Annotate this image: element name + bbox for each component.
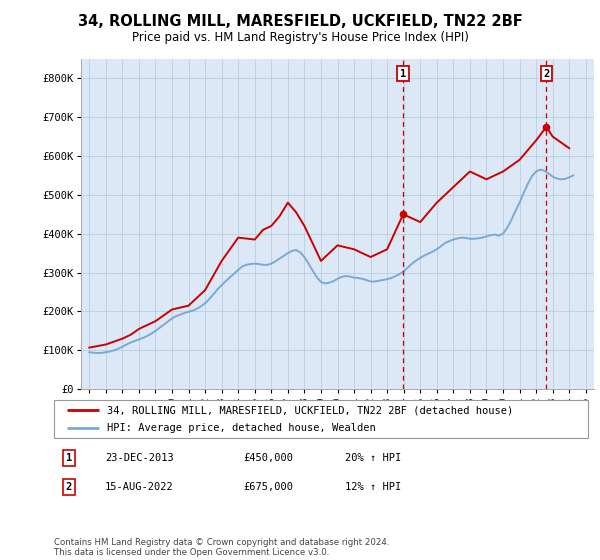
Text: Price paid vs. HM Land Registry's House Price Index (HPI): Price paid vs. HM Land Registry's House … [131, 31, 469, 44]
Text: HPI: Average price, detached house, Wealden: HPI: Average price, detached house, Weal… [107, 423, 376, 433]
Text: 1: 1 [66, 453, 72, 463]
Text: 23-DEC-2013: 23-DEC-2013 [105, 453, 174, 463]
Text: 34, ROLLING MILL, MARESFIELD, UCKFIELD, TN22 2BF: 34, ROLLING MILL, MARESFIELD, UCKFIELD, … [77, 14, 523, 29]
Text: 12% ↑ HPI: 12% ↑ HPI [345, 482, 401, 492]
Text: 15-AUG-2022: 15-AUG-2022 [105, 482, 174, 492]
Text: Contains HM Land Registry data © Crown copyright and database right 2024.
This d: Contains HM Land Registry data © Crown c… [54, 538, 389, 557]
Text: 34, ROLLING MILL, MARESFIELD, UCKFIELD, TN22 2BF (detached house): 34, ROLLING MILL, MARESFIELD, UCKFIELD, … [107, 405, 514, 415]
Text: £450,000: £450,000 [243, 453, 293, 463]
FancyBboxPatch shape [54, 400, 588, 438]
Text: £675,000: £675,000 [243, 482, 293, 492]
Text: 2: 2 [66, 482, 72, 492]
Text: 1: 1 [400, 69, 406, 78]
Text: 20% ↑ HPI: 20% ↑ HPI [345, 453, 401, 463]
Text: 2: 2 [543, 69, 550, 78]
